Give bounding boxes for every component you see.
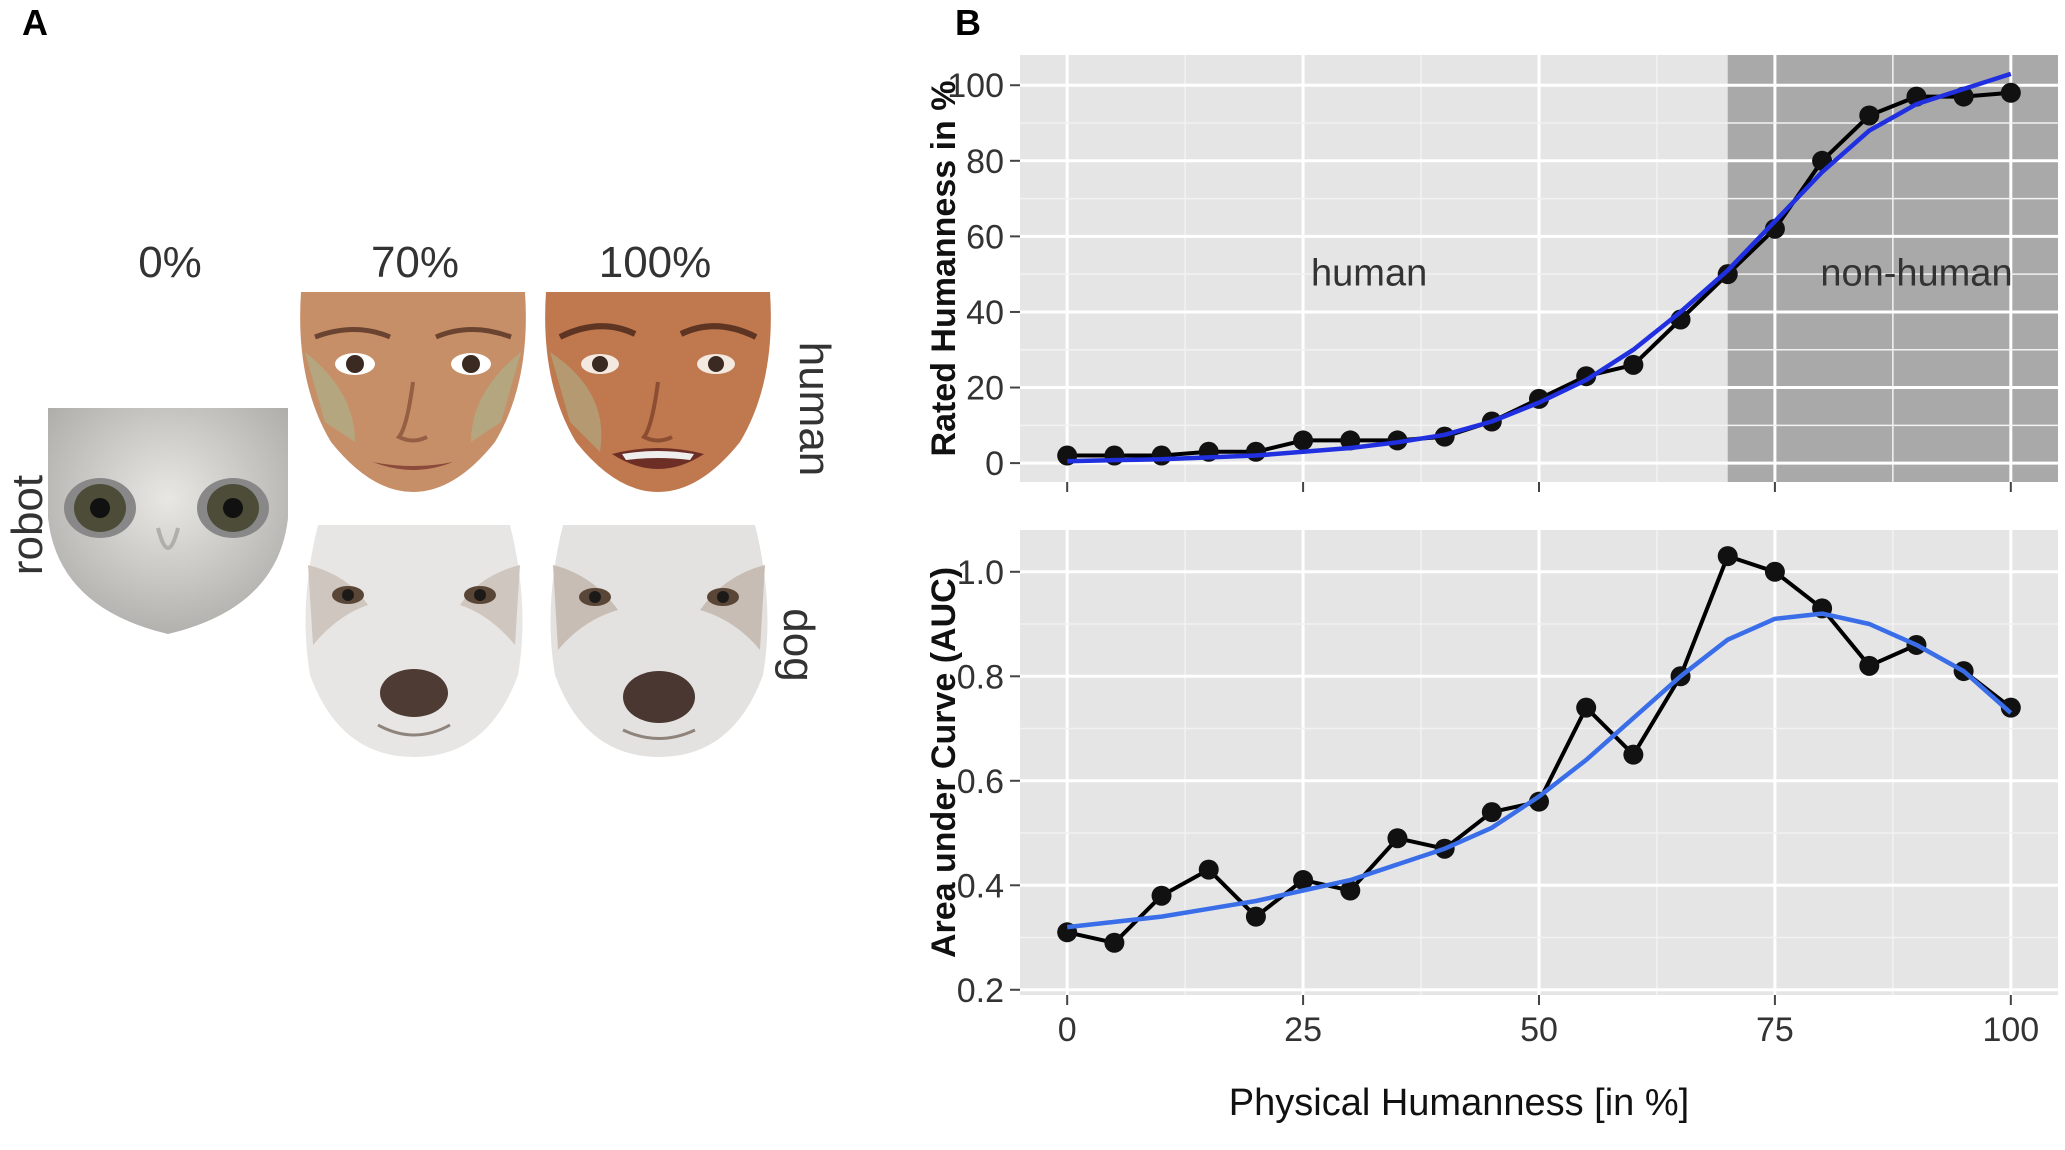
- rated-y-tick-label: 60: [966, 218, 1004, 256]
- rated-data-point: [1151, 445, 1172, 466]
- auc-data-point: [1529, 791, 1549, 812]
- annotation-human: human: [1311, 253, 1427, 295]
- panel-a-letter: A: [22, 2, 48, 43]
- robot-face-image: [48, 408, 288, 634]
- auc-y-tick-label: 0.8: [957, 658, 1004, 696]
- rated-data-point: [1529, 388, 1549, 409]
- auc-data-point: [1151, 885, 1172, 906]
- row-label-dog: dog: [774, 608, 823, 682]
- auc-series-observed-line: [1066, 554, 2013, 945]
- panel-b-letter: B: [955, 2, 981, 43]
- auc-y-tick-label: 0.2: [957, 972, 1004, 1010]
- rated-shaded-region: [1727, 55, 2058, 482]
- auc-data-point: [1859, 655, 1880, 676]
- auc-x-tick-label: 25: [1284, 1011, 1322, 1049]
- annotation-non-human: non-human: [1820, 253, 2012, 295]
- auc-data-point: [2000, 697, 2021, 718]
- auc-y-tick-label: 1.0: [957, 554, 1004, 592]
- auc-data-point: [1812, 598, 1833, 619]
- rated-data-point: [1812, 150, 1833, 171]
- rated-series-fit-line: [1067, 71, 2012, 464]
- rated-data-point: [1670, 309, 1691, 330]
- auc-data-point: [1340, 880, 1361, 901]
- rated-data-point: [1387, 430, 1408, 451]
- human-face-100-image: [540, 292, 776, 492]
- rated-data-point: [1198, 441, 1219, 462]
- rated-y-tick-label: 40: [966, 294, 1004, 332]
- auc-x-tick-label: 100: [1982, 1011, 2039, 1049]
- auc-x-tick-label: 0: [1058, 1011, 1077, 1049]
- auc-data-point: [1481, 802, 1502, 823]
- auc-data-point: [1623, 744, 1644, 765]
- rated-data-point: [1717, 264, 1738, 285]
- human-face-70-image: [295, 292, 531, 492]
- rated-data-point: [1340, 430, 1361, 451]
- rated-data-point: [1906, 86, 1927, 107]
- auc-data-point: [1293, 870, 1314, 891]
- rated-y-tick-label: 20: [966, 370, 1004, 408]
- auc-series-fit-line: [1066, 611, 2013, 930]
- column-label-0: 0%: [138, 238, 202, 287]
- auc-data-point: [1198, 859, 1219, 880]
- auc-data-point: [1434, 838, 1455, 859]
- auc-x-axis-label: Physical Humanness [in %]: [1229, 1082, 1689, 1124]
- auc-data-point: [1717, 546, 1738, 567]
- auc-data-point: [1576, 697, 1597, 718]
- auc-data-point: [1764, 561, 1785, 582]
- rated-data-point: [1104, 445, 1125, 466]
- auc-data-point: [1953, 661, 1974, 682]
- dog-face-100-image: [543, 525, 775, 757]
- rated-data-point: [1623, 354, 1644, 375]
- rated-y-tick-label: 80: [966, 143, 1004, 181]
- auc-x-tick-label: 50: [1520, 1011, 1558, 1049]
- dog-face-70-image: [298, 525, 530, 757]
- rated-data-point: [1953, 86, 1974, 107]
- rated-data-point: [1434, 426, 1455, 447]
- rated-data-point: [1293, 430, 1314, 451]
- rated-data-point: [1859, 105, 1880, 126]
- rated-y-tick-label: 100: [947, 67, 1004, 105]
- auc-x-tick-label: 75: [1756, 1011, 1794, 1049]
- auc-data-point: [1245, 906, 1266, 927]
- rated-series-observed-line: [1067, 90, 2011, 458]
- rated-plot-background: [1020, 55, 2058, 482]
- auc-data-point: [1057, 922, 1078, 943]
- auc-plot-background: [1020, 530, 2058, 995]
- auc-data-point: [1906, 634, 1927, 655]
- auc-data-point: [1104, 932, 1125, 953]
- rated-data-point: [2000, 82, 2021, 103]
- auc-y-tick-label: 0.4: [957, 867, 1004, 905]
- rated-data-point: [1576, 366, 1597, 387]
- auc-y-tick-label: 0.6: [957, 763, 1004, 801]
- rated-data-point: [1764, 218, 1785, 239]
- row-label-robot: robot: [3, 474, 52, 576]
- auc-y-axis-label: Area under Curve (AUC): [925, 567, 963, 958]
- auc-data-point: [1387, 828, 1408, 849]
- rated-y-tick-label: 0: [985, 445, 1004, 483]
- auc-data-point: [1670, 666, 1691, 687]
- rated-data-point: [1245, 441, 1266, 462]
- column-label-100: 100%: [598, 238, 712, 287]
- rated-y-axis-label: Rated Humanness in %: [925, 81, 963, 457]
- rated-data-point: [1481, 411, 1502, 432]
- column-label-70: 70%: [370, 238, 460, 287]
- row-label-human: human: [790, 341, 839, 477]
- rated-data-point: [1057, 445, 1078, 466]
